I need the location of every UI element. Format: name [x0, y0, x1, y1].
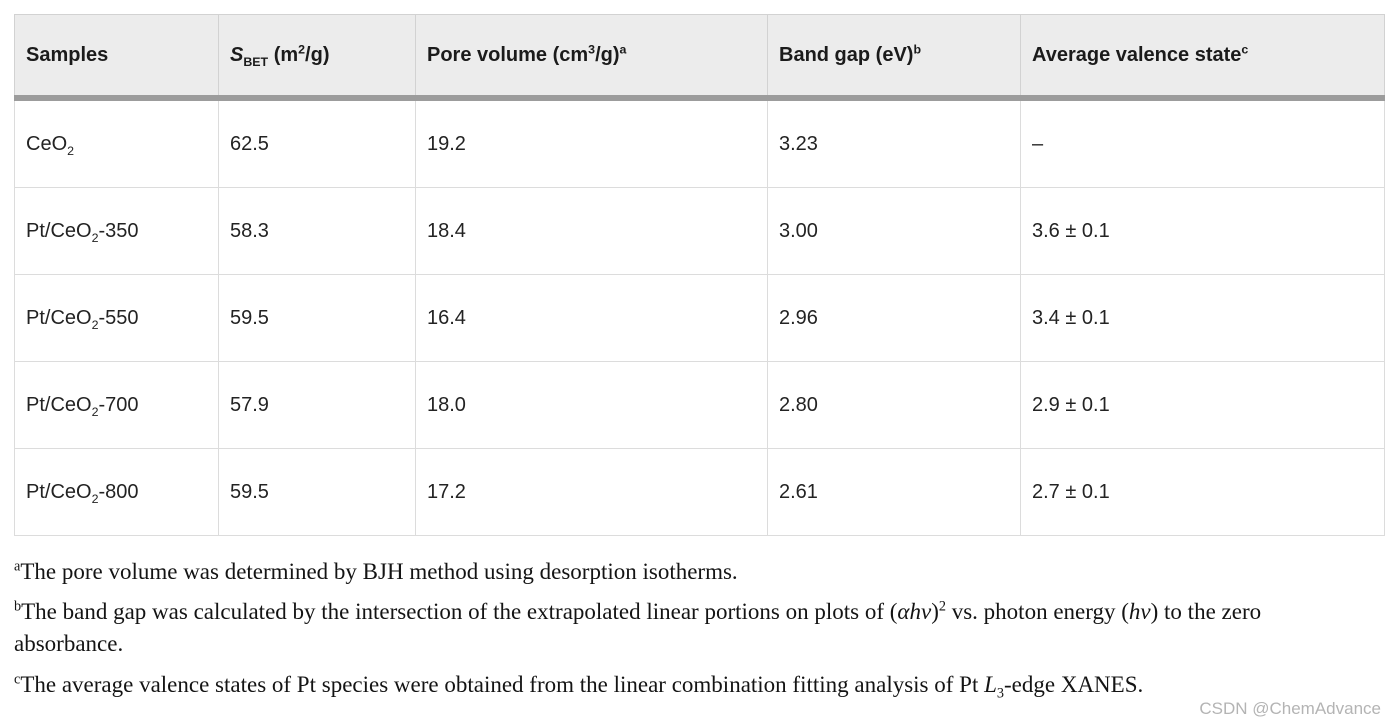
cell-sample: Pt/CeO2-550 [14, 274, 219, 362]
cell-sbet: 59.5 [218, 274, 416, 362]
sample-properties-table: Samples SBET (m2/g) Pore volume (cm3/g)a… [14, 14, 1385, 536]
cell-pore-volume: 18.0 [415, 361, 768, 449]
cell-average-valence: 2.9 ± 0.1 [1020, 361, 1385, 449]
header-row: Samples SBET (m2/g) Pore volume (cm3/g)a… [14, 14, 1385, 101]
footnote-c: cThe average valence states of Pt specie… [14, 670, 1144, 702]
header-sbet: SBET (m2/g) [218, 14, 416, 101]
cell-pore-volume: 16.4 [415, 274, 768, 362]
cell-band-gap: 2.80 [767, 361, 1021, 449]
cell-sample: Pt/CeO2-800 [14, 448, 219, 536]
cell-pore-volume: 19.2 [415, 97, 768, 188]
cell-band-gap: 2.61 [767, 448, 1021, 536]
cell-sbet: 57.9 [218, 361, 416, 449]
cell-average-valence: – [1020, 97, 1385, 188]
cell-band-gap: 3.23 [767, 97, 1021, 188]
table-row: Pt/CeO2-350 58.3 18.4 3.00 3.6 ± 0.1 [14, 187, 1385, 275]
table-footnotes: aThe pore volume was determined by BJH m… [14, 556, 1376, 709]
table-row: CeO2 62.5 19.2 3.23 – [14, 97, 1385, 188]
footnote-b: bThe band gap was calculated by the inte… [14, 598, 1262, 657]
header-average-valence: Average valence statec [1020, 14, 1385, 101]
csdn-watermark: CSDN @ChemAdvance [1199, 699, 1381, 718]
cell-average-valence: 3.4 ± 0.1 [1020, 274, 1385, 362]
cell-sample: CeO2 [14, 97, 219, 188]
table-row: Pt/CeO2-550 59.5 16.4 2.96 3.4 ± 0.1 [14, 274, 1385, 362]
table-header: Samples SBET (m2/g) Pore volume (cm3/g)a… [14, 14, 1385, 101]
footnote-a: aThe pore volume was determined by BJH m… [14, 558, 738, 584]
cell-sample: Pt/CeO2-700 [14, 361, 219, 449]
cell-sbet: 58.3 [218, 187, 416, 275]
cell-band-gap: 3.00 [767, 187, 1021, 275]
cell-pore-volume: 18.4 [415, 187, 768, 275]
cell-average-valence: 2.7 ± 0.1 [1020, 448, 1385, 536]
table-row: Pt/CeO2-700 57.9 18.0 2.80 2.9 ± 0.1 [14, 361, 1385, 449]
table-row: Pt/CeO2-800 59.5 17.2 2.61 2.7 ± 0.1 [14, 448, 1385, 536]
cell-sbet: 59.5 [218, 448, 416, 536]
cell-sample: Pt/CeO2-350 [14, 187, 219, 275]
header-samples: Samples [14, 14, 219, 101]
table-body: CeO2 62.5 19.2 3.23 – Pt/CeO2-350 58.3 1… [14, 97, 1385, 536]
cell-sbet: 62.5 [218, 97, 416, 188]
header-pore-volume: Pore volume (cm3/g)a [415, 14, 768, 101]
cell-average-valence: 3.6 ± 0.1 [1020, 187, 1385, 275]
header-band-gap: Band gap (eV)b [767, 14, 1021, 101]
cell-band-gap: 2.96 [767, 274, 1021, 362]
cell-pore-volume: 17.2 [415, 448, 768, 536]
